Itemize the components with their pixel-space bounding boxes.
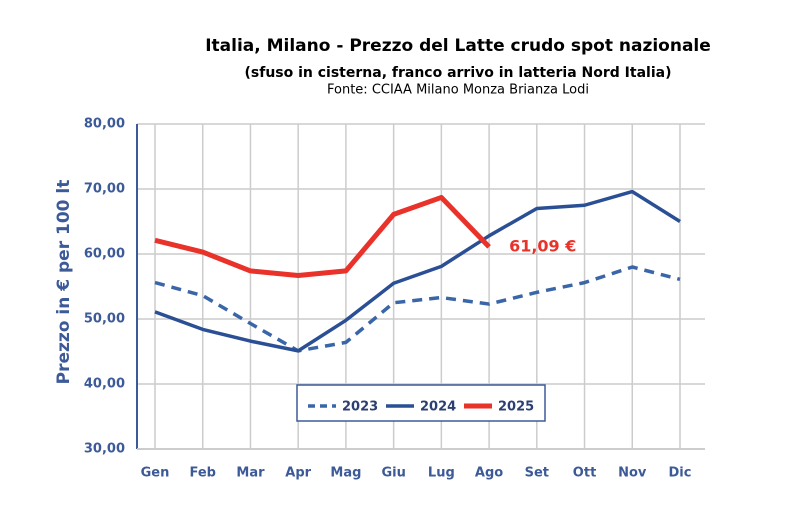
y-tick-label: 40,00 xyxy=(84,377,125,392)
x-tick-label: Dic xyxy=(669,466,692,481)
line-2025 xyxy=(154,194,491,278)
x-tick-label: Lug xyxy=(428,466,455,481)
value-label: 61,09 € xyxy=(509,236,576,255)
x-tick-label: Gen xyxy=(141,466,170,481)
y-tick-label: 50,00 xyxy=(84,312,125,327)
chart-title: Italia, Milano - Prezzo del Latte crudo … xyxy=(205,36,711,56)
x-tick-label: Mag xyxy=(330,466,361,481)
chart-source: Fonte: CCIAA Milano Monza Brianza Lodi xyxy=(327,83,589,98)
line-2024 xyxy=(154,189,681,353)
legend-label: 2024 xyxy=(420,400,456,415)
y-tick-label: 60,00 xyxy=(84,247,125,262)
x-tick-label: Giu xyxy=(381,466,405,481)
x-tick-label: Ago xyxy=(475,466,503,481)
y-axis-label: Prezzo in € per 100 lt xyxy=(54,180,74,385)
x-tick-label: Apr xyxy=(285,466,311,481)
x-tick-label: Ott xyxy=(573,466,596,481)
chart-subtitle: (sfuso in cisterna, franco arrivo in lat… xyxy=(245,65,672,81)
legend-box xyxy=(296,384,546,422)
legend-label: 2025 xyxy=(498,400,534,415)
x-tick-label: Feb xyxy=(189,466,215,481)
y-tick-label: 70,00 xyxy=(84,182,125,197)
x-tick-label: Set xyxy=(525,466,549,481)
legend-label: 2023 xyxy=(342,400,378,415)
y-tick-label: 80,00 xyxy=(84,117,125,132)
line-2023 xyxy=(154,265,681,353)
x-tick-label: Nov xyxy=(618,466,647,481)
x-tick-label: Mar xyxy=(236,466,265,481)
y-tick-label: 30,00 xyxy=(84,442,125,457)
